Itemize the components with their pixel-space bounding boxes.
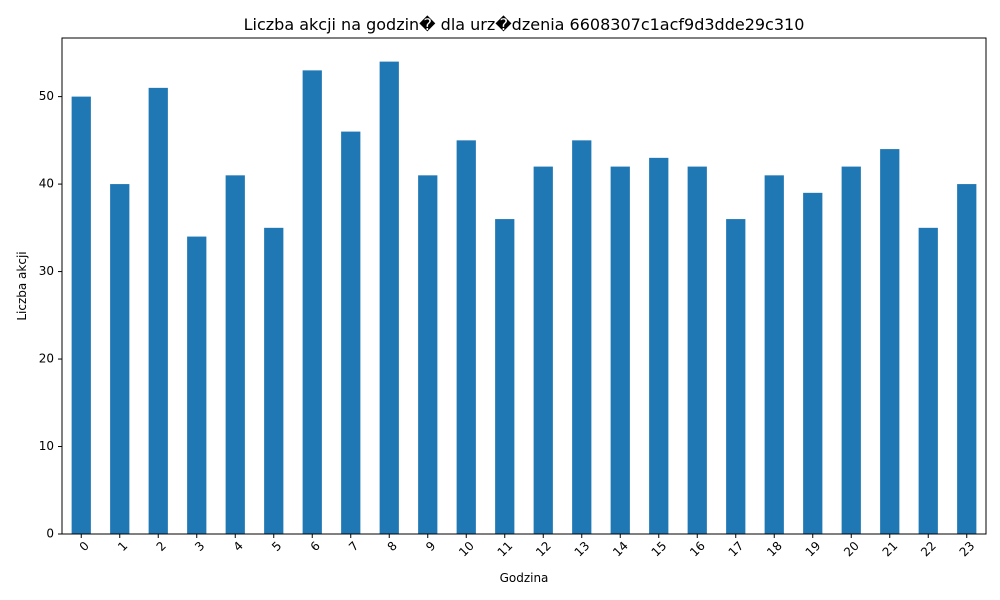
- y-axis-label: Liczba akcji: [15, 251, 29, 320]
- bar-21: [880, 149, 900, 535]
- bar-14: [610, 166, 630, 534]
- y-tick-label: 20: [39, 352, 54, 366]
- bar-11: [495, 219, 515, 535]
- bar-18: [764, 175, 784, 534]
- bar-17: [726, 219, 746, 535]
- plot-frame: [61, 37, 987, 535]
- x-axis-label: Godzina: [500, 571, 549, 585]
- bar-2: [148, 87, 168, 535]
- y-tick-label: 30: [39, 264, 54, 278]
- bar-16: [687, 166, 707, 534]
- bar-7: [341, 131, 361, 534]
- bar-4: [225, 175, 245, 534]
- bar-8: [379, 61, 399, 534]
- bar-23: [957, 184, 977, 534]
- bar-19: [803, 192, 823, 534]
- bar-0: [71, 96, 91, 534]
- y-tick-label: 40: [39, 177, 54, 191]
- y-tick-label: 50: [39, 89, 54, 103]
- bar-6: [302, 70, 322, 534]
- bar-10: [456, 140, 476, 534]
- y-axis-ticks: 0 10 20 30 40 50: [39, 89, 62, 541]
- bar-13: [572, 140, 592, 534]
- y-tick-label: 0: [46, 527, 54, 541]
- bar-5: [264, 227, 284, 535]
- bar-22: [918, 227, 938, 535]
- chart-title: Liczba akcji na godzin� dla urz�dzenia 6…: [244, 15, 805, 34]
- bars-group: [71, 61, 977, 535]
- bar-1: [110, 184, 130, 534]
- bar-9: [418, 175, 438, 534]
- bar-20: [841, 166, 861, 534]
- y-tick-label: 10: [39, 439, 54, 453]
- bar-15: [649, 157, 669, 535]
- bar-3: [187, 236, 207, 534]
- bar-12: [533, 166, 553, 534]
